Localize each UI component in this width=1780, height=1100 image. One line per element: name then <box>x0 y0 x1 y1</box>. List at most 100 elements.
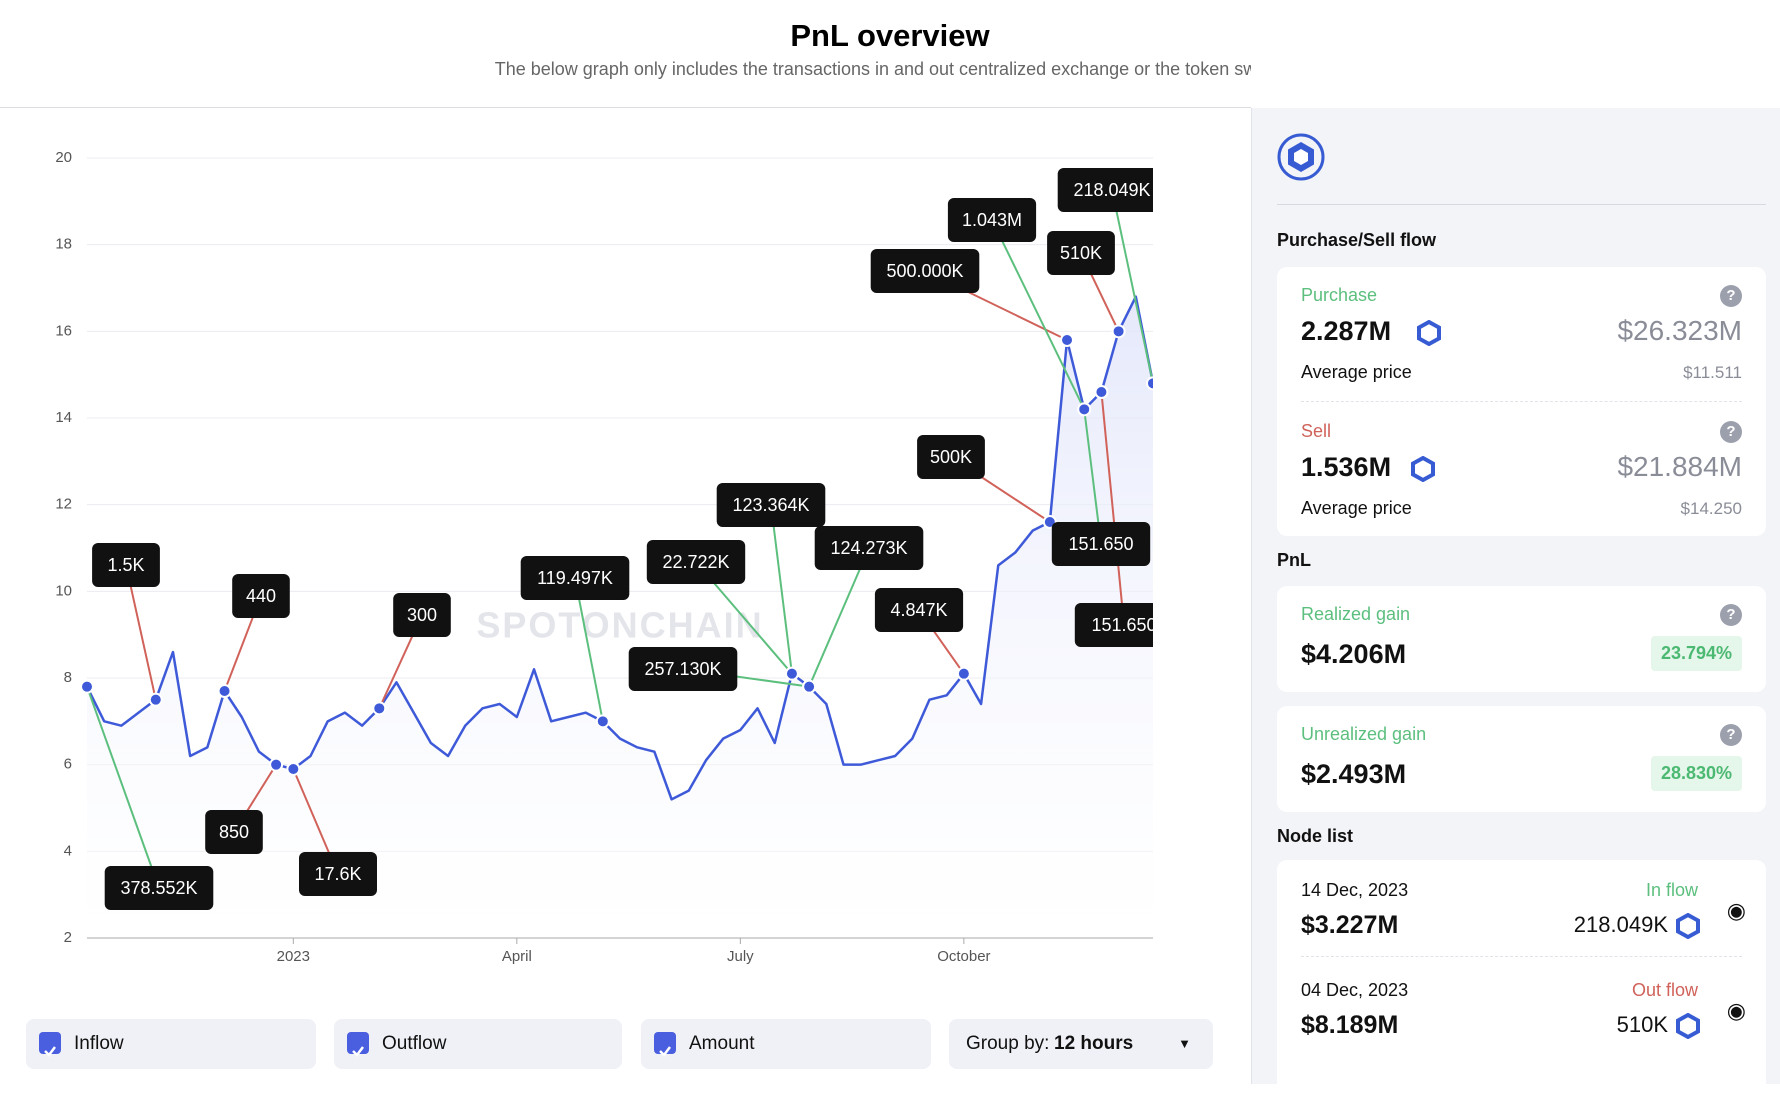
hide-icon[interactable]: ◉ <box>1726 998 1746 1023</box>
purchase-amount: 2.287M <box>1301 316 1392 346</box>
annotation-box <box>716 483 826 527</box>
flow-point <box>269 757 284 772</box>
unrealized-label: Unrealized gain <box>1301 724 1427 744</box>
realized-label: Realized gain <box>1301 604 1411 624</box>
annotation-label: 850 <box>219 822 249 842</box>
check-mark <box>659 1046 671 1057</box>
flow-point <box>80 679 94 694</box>
annotation-label: 218.049K <box>1073 180 1150 200</box>
node-divider <box>1301 956 1742 957</box>
annotation-box <box>870 249 980 293</box>
unrealized-value: $2.493M <box>1301 759 1407 789</box>
realized-card: Realized gain ? $4.206M 23.794% <box>1277 586 1766 692</box>
node-value: $3.227M <box>1301 911 1399 939</box>
watermark: SPOTONCHAIN <box>476 605 763 646</box>
token-hex <box>1676 913 1700 939</box>
annotation-label: 124.273K <box>830 538 907 558</box>
annotation-link <box>125 564 157 700</box>
outflow-toggle[interactable]: Outflow <box>334 1019 622 1069</box>
flow-point <box>372 701 387 716</box>
group-label: Group by: <box>966 1033 1050 1054</box>
annotation-box <box>874 588 964 632</box>
flow-point <box>784 666 799 681</box>
annotation-box <box>1051 522 1151 566</box>
flow-point <box>1077 402 1092 417</box>
annotation-link <box>86 686 160 889</box>
annotation-box <box>205 810 263 854</box>
annotation-link <box>770 504 793 674</box>
annotation-box <box>814 526 924 570</box>
checkbox[interactable] <box>347 1032 369 1057</box>
annotation-label: 119.497K <box>537 568 613 588</box>
node-date: 04 Dec, 2023 <box>1301 980 1409 1000</box>
token-hex <box>1411 456 1435 482</box>
amount-toggle[interactable]: Amount <box>641 1019 931 1069</box>
x-tick-label: October <box>937 948 990 965</box>
annotation-label: 500K <box>930 447 972 467</box>
token-hex <box>1417 320 1441 346</box>
annotation-box <box>1047 231 1115 275</box>
annotation-link <box>991 219 1086 410</box>
annotation-label: 17.6K <box>314 864 361 884</box>
annotation-label: 151.650 <box>1091 615 1156 635</box>
inflow-toggle[interactable]: Inflow <box>26 1019 316 1069</box>
annotation-link <box>808 547 870 688</box>
node-amount: 510K <box>1616 1012 1668 1037</box>
sell-avg: $14.250 <box>1680 499 1742 518</box>
group-select[interactable]: Group by: 12 hours ▼ <box>949 1019 1213 1069</box>
annotation-label: 378.552K <box>120 878 197 898</box>
annotation-label: 123.364K <box>732 495 809 515</box>
check-mark <box>352 1046 364 1057</box>
y-tick-label: 8 <box>64 669 72 686</box>
flow-point <box>1094 385 1109 399</box>
help-icon[interactable]: ? <box>1720 724 1742 746</box>
flow-point <box>286 762 301 776</box>
pnl-title: PnL <box>1277 550 1311 570</box>
flow-point <box>956 666 971 681</box>
node-flow: In flow <box>1645 880 1698 900</box>
checkbox[interactable] <box>39 1032 61 1057</box>
annotation-box <box>92 543 160 587</box>
annotation-label: 1.5K <box>107 555 144 575</box>
annotation-boxes: 378.552K 1.5K 440 850 17.6K 300 119.497K 22.722… <box>92 168 1156 910</box>
annotation-link <box>574 577 604 722</box>
annotation-box <box>947 198 1037 242</box>
sell-usd: $21.884M <box>1617 451 1742 482</box>
group-value: 12 hours <box>1054 1033 1134 1054</box>
annotation-link <box>1083 409 1102 545</box>
sell-label: Sell <box>1301 421 1332 441</box>
purchase-label: Purchase <box>1301 285 1378 305</box>
y-tick-label: 4 <box>64 842 72 859</box>
card-divider <box>1301 401 1742 402</box>
help-icon[interactable]: ? <box>1720 421 1742 443</box>
node-value: $8.189M <box>1301 1011 1399 1039</box>
annotation-label: 440 <box>246 586 276 606</box>
annotation-links <box>80 189 1153 889</box>
checkbox[interactable] <box>654 1032 676 1057</box>
annotation-box <box>104 866 214 910</box>
dropdown-arrow: ▼ <box>1178 1036 1191 1051</box>
annotation-box <box>520 556 630 600</box>
flow-point <box>148 692 163 707</box>
annotation-box <box>1057 168 1153 212</box>
annotation-link <box>1111 189 1153 384</box>
realized-value: $4.206M <box>1301 639 1407 669</box>
annotation-label: 4.847K <box>890 600 947 620</box>
help-icon[interactable]: ? <box>1720 604 1742 626</box>
annotation-label: 500.000K <box>886 261 963 281</box>
annotation-box <box>1074 603 1153 647</box>
x-tick-label: April <box>502 948 532 965</box>
outflow-label: Outflow <box>382 1033 447 1054</box>
annotation-link <box>1100 391 1125 626</box>
area-fill <box>87 296 1153 939</box>
y-tick-label: 10 <box>55 582 72 599</box>
y-tick-label: 16 <box>55 322 72 339</box>
annotation-label: 1.043M <box>962 210 1022 230</box>
sell-avg-label: Average price <box>1301 498 1412 518</box>
side-panel: Purchase/Sell flow Purchase ? 2.287M $26… <box>1251 108 1780 1100</box>
unrealized-pct: 28.830% <box>1650 756 1742 791</box>
y-tick-label: 18 <box>55 236 72 253</box>
help-icon[interactable]: ? <box>1720 285 1742 307</box>
hide-icon[interactable]: ◉ <box>1726 898 1746 923</box>
